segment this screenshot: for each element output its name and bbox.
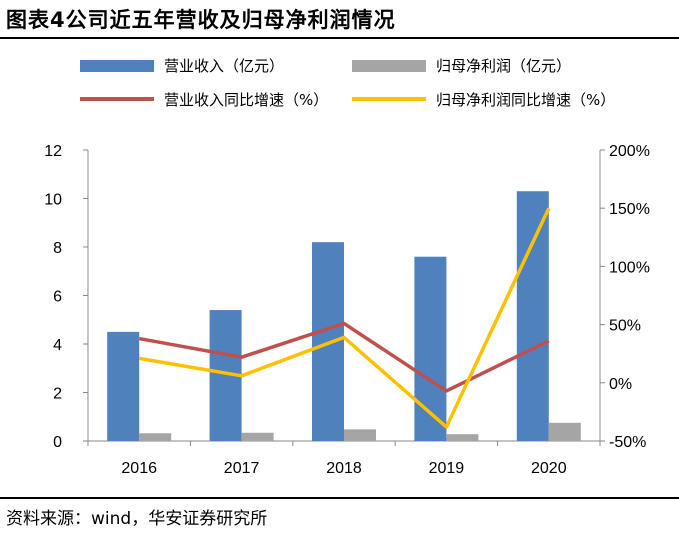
source-note: 资料来源：wind，华安证券研究所 bbox=[6, 509, 268, 529]
net-profit-bar bbox=[548, 422, 581, 441]
legend-swatch bbox=[80, 60, 154, 72]
legend-label: 归母净利润（亿元） bbox=[436, 57, 571, 75]
revenue-growth-line bbox=[138, 321, 550, 393]
title-divider bbox=[0, 37, 679, 39]
x-tick-label: 2019 bbox=[429, 460, 465, 477]
net-profit-bar bbox=[344, 429, 376, 441]
y-right-tick-label: 100% bbox=[609, 259, 650, 276]
x-tick-label: 2020 bbox=[531, 460, 567, 477]
y-right-tick-label: 200% bbox=[609, 143, 650, 160]
y-left-tick-label: 2 bbox=[53, 386, 62, 403]
legend-label: 营业收入同比增速（%） bbox=[164, 91, 328, 109]
x-tick-label: 2017 bbox=[224, 460, 260, 477]
y-left-tick-label: 10 bbox=[44, 192, 62, 209]
net-profit-bar bbox=[446, 434, 479, 441]
x-tick-label: 2016 bbox=[121, 460, 157, 477]
y-right-tick-label: 0% bbox=[609, 376, 632, 393]
figure-title: 图表4公司近五年营收及归母净利润情况 bbox=[6, 8, 396, 32]
net-profit-bar bbox=[241, 432, 274, 441]
y-left-tick-label: 0 bbox=[53, 434, 62, 451]
y-left-tick-label: 6 bbox=[53, 289, 62, 306]
x-tick-label: 2018 bbox=[326, 460, 362, 477]
legend-label: 营业收入（亿元） bbox=[164, 57, 284, 75]
revenue-bar bbox=[516, 191, 549, 441]
revenue-bar bbox=[107, 331, 140, 441]
net-profit-growth-line bbox=[138, 207, 551, 429]
chart-area: 营业收入（亿元） 归母净利润（亿元） 营业收入同比增速（%） 归母净利润同比增速（%）… bbox=[44, 57, 650, 477]
y-right-tick-label: -50% bbox=[609, 434, 646, 451]
source-divider bbox=[0, 497, 679, 499]
y-right-tick-label: 50% bbox=[609, 318, 641, 335]
y-right-tick-label: 150% bbox=[609, 201, 650, 218]
legend-swatch bbox=[352, 60, 426, 72]
net-profit-bar bbox=[139, 433, 172, 441]
legend-label: 归母净利润同比增速（%） bbox=[436, 91, 615, 109]
revenue-bar bbox=[414, 256, 447, 441]
y-left-tick-label: 4 bbox=[53, 337, 62, 354]
y-left-tick-label: 8 bbox=[53, 240, 62, 257]
y-left-tick-label: 12 bbox=[44, 143, 62, 160]
